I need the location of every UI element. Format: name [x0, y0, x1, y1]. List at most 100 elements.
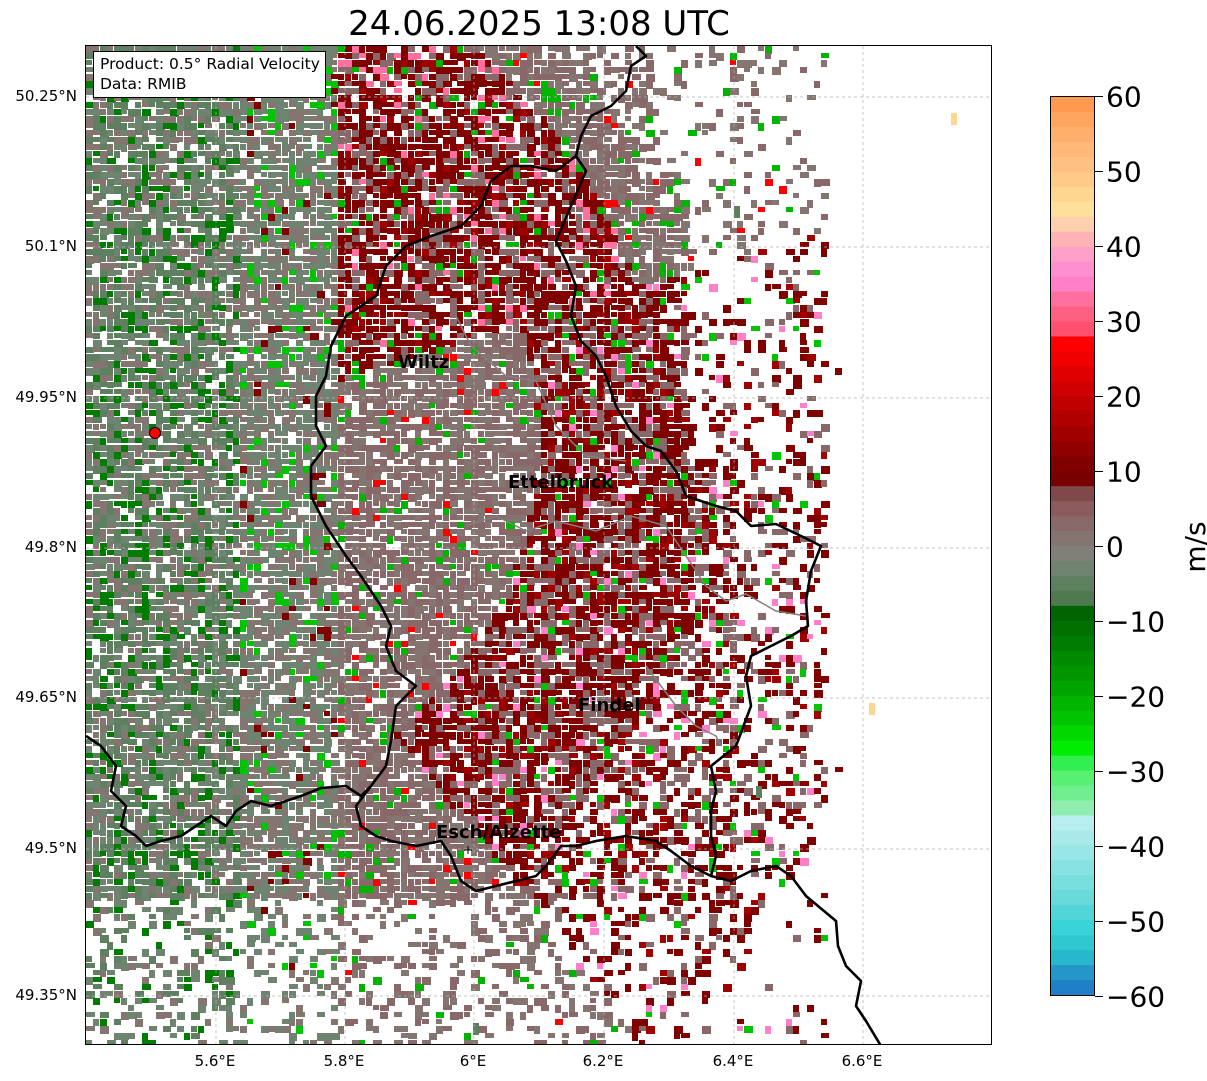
echo-cell	[674, 305, 681, 310]
echo-cell	[464, 445, 471, 451]
echo-cell	[240, 291, 246, 298]
echo-cell	[611, 235, 618, 243]
echo-cell	[170, 207, 179, 212]
echo-cell	[667, 319, 676, 327]
echo-cell	[289, 396, 298, 404]
echo-cell	[667, 179, 675, 186]
echo-cell	[800, 333, 806, 340]
echo-cell	[422, 60, 431, 67]
echo-cell	[247, 277, 255, 283]
echo-cell	[142, 445, 150, 450]
echo-cell	[303, 438, 311, 445]
echo-cell	[485, 200, 493, 206]
echo-cell	[492, 340, 501, 347]
echo-cell	[597, 424, 603, 432]
echo-cell	[471, 46, 480, 53]
echo-cell	[93, 158, 100, 163]
echo-cell	[569, 102, 575, 109]
echo-cell	[464, 347, 472, 353]
echo-cell	[170, 256, 177, 264]
echo-cell	[268, 137, 274, 145]
echo-cell	[100, 242, 106, 248]
echo-cell	[527, 298, 534, 304]
echo-cell	[450, 165, 459, 173]
echo-cell	[576, 165, 585, 172]
echo-cell	[590, 186, 597, 194]
echo-cell	[597, 165, 606, 173]
echo-cell	[149, 466, 156, 473]
echo-cell	[471, 382, 479, 390]
echo-cell	[121, 284, 129, 290]
echo-cell	[100, 459, 108, 466]
echo-cell	[569, 333, 578, 341]
echo-cell	[555, 221, 562, 227]
echo-cell	[681, 312, 690, 319]
echo-cell	[149, 368, 157, 374]
echo-cell	[310, 123, 319, 129]
echo-cell	[275, 459, 282, 467]
echo-cell	[415, 158, 423, 164]
echo-cell	[639, 186, 645, 191]
echo-cell	[436, 270, 445, 276]
echo-cell	[100, 207, 106, 213]
echo-cell	[205, 200, 213, 206]
echo-cell	[632, 459, 639, 466]
echo-cell	[534, 158, 540, 166]
echo-cell	[534, 228, 543, 236]
echo-cell	[310, 242, 318, 250]
echo-cell	[156, 445, 165, 451]
echo-cell	[492, 298, 500, 305]
echo-cell	[366, 256, 372, 264]
radar-map[interactable]: Wiltz Ettelbruck Findel Esch/Alzette	[85, 45, 992, 1045]
echo-cell	[583, 452, 590, 458]
echo-cell	[289, 235, 296, 243]
echo-cell	[415, 95, 422, 101]
echo-cell	[590, 277, 596, 282]
echo-cell	[366, 60, 372, 65]
echo-cell	[86, 333, 95, 338]
echo-cell	[282, 417, 290, 425]
echo-cell	[387, 102, 395, 107]
echo-cell	[555, 102, 562, 110]
echo-cell	[758, 340, 766, 348]
echo-cell	[506, 130, 513, 137]
echo-cell	[254, 144, 260, 150]
echo-cell	[100, 424, 106, 429]
echo-cell	[597, 368, 603, 373]
echo-cell	[107, 326, 114, 332]
echo-cell	[394, 200, 402, 207]
echo-cell	[247, 242, 253, 249]
echo-cell	[429, 326, 435, 333]
echo-cell	[583, 417, 589, 423]
echo-cell	[527, 179, 535, 187]
echo-cell	[317, 347, 324, 354]
echo-cell	[527, 95, 535, 101]
echo-cell	[219, 298, 225, 303]
echo-cell	[268, 452, 277, 458]
echo-cell	[324, 151, 331, 156]
echo-cell	[170, 179, 176, 185]
echo-cell	[674, 452, 683, 457]
echo-cell	[86, 81, 94, 88]
echo-cell	[737, 228, 745, 233]
echo-cell	[548, 438, 557, 446]
echo-cell	[191, 305, 198, 311]
echo-cell	[632, 179, 641, 187]
echo-cell	[282, 277, 288, 284]
echo-cell	[611, 340, 617, 348]
echo-cell	[310, 214, 316, 221]
echo-cell	[254, 270, 260, 278]
echo-cell	[576, 452, 582, 459]
echo-cell	[443, 382, 452, 388]
echo-cell	[807, 361, 814, 367]
echo-cell	[513, 116, 521, 122]
echo-cell	[527, 431, 535, 437]
echo-cell	[541, 67, 548, 75]
echo-cell	[373, 249, 380, 255]
echo-cell	[93, 46, 99, 54]
echo-cell	[485, 88, 492, 95]
echo-cell	[506, 221, 515, 228]
echo-cell	[345, 459, 352, 465]
echo-cell	[205, 95, 211, 101]
echo-cell	[604, 123, 612, 131]
